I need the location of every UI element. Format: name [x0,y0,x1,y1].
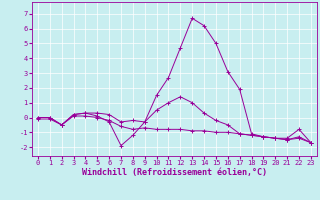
X-axis label: Windchill (Refroidissement éolien,°C): Windchill (Refroidissement éolien,°C) [82,168,267,177]
